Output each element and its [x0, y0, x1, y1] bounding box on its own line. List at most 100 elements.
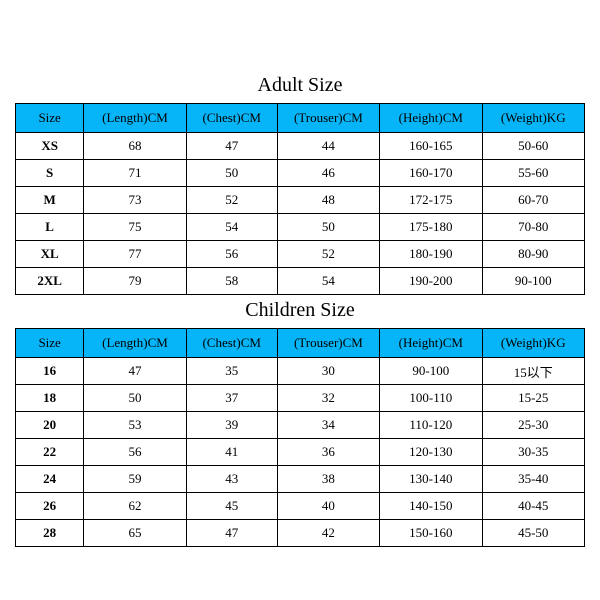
table-cell: 36 [277, 439, 379, 466]
table-cell: 190-200 [380, 268, 482, 295]
table-cell: 32 [277, 385, 379, 412]
table-cell: 50 [84, 385, 186, 412]
table-cell: 48 [277, 187, 379, 214]
col-header-trouser: (Trouser)CM [277, 104, 379, 133]
table-cell: 75 [84, 214, 186, 241]
table-cell: 16 [16, 358, 84, 385]
table-row: 1647353090-10015以下 [16, 358, 585, 385]
table-cell: 22 [16, 439, 84, 466]
table-cell: 34 [277, 412, 379, 439]
table-cell: 180-190 [380, 241, 482, 268]
table-cell: 30 [277, 358, 379, 385]
col-header-weight: (Weight)KG [482, 329, 584, 358]
table-cell: 62 [84, 493, 186, 520]
col-header-size: Size [16, 104, 84, 133]
table-cell: 40-45 [482, 493, 584, 520]
table-header-row: Size (Length)CM (Chest)CM (Trouser)CM (H… [16, 329, 585, 358]
table-cell: 150-160 [380, 520, 482, 547]
col-header-height: (Height)CM [380, 329, 482, 358]
table-cell: 20 [16, 412, 84, 439]
table-cell: 15-25 [482, 385, 584, 412]
table-cell: 40 [277, 493, 379, 520]
table-cell: 100-110 [380, 385, 482, 412]
table-cell: 30-35 [482, 439, 584, 466]
table-row: 20533934110-12025-30 [16, 412, 585, 439]
table-cell: 50-60 [482, 133, 584, 160]
table-cell: S [16, 160, 84, 187]
table-cell: 68 [84, 133, 186, 160]
table-cell: 54 [277, 268, 379, 295]
table-row: 26624540140-15040-45 [16, 493, 585, 520]
table-cell: 15以下 [482, 358, 584, 385]
table-cell: 53 [84, 412, 186, 439]
table-cell: 45 [186, 493, 277, 520]
col-header-chest: (Chest)CM [186, 329, 277, 358]
table-cell: 70-80 [482, 214, 584, 241]
table-cell: 26 [16, 493, 84, 520]
table-cell: 50 [186, 160, 277, 187]
table-cell: 59 [84, 466, 186, 493]
table-cell: XL [16, 241, 84, 268]
table-cell: 41 [186, 439, 277, 466]
col-header-height: (Height)CM [380, 104, 482, 133]
table-cell: 45-50 [482, 520, 584, 547]
table-row: 24594338130-14035-40 [16, 466, 585, 493]
table-cell: 79 [84, 268, 186, 295]
table-cell: 47 [186, 133, 277, 160]
table-row: 18503732100-11015-25 [16, 385, 585, 412]
table-row: XS684744160-16550-60 [16, 133, 585, 160]
table-cell: 52 [186, 187, 277, 214]
table-row: XL775652180-19080-90 [16, 241, 585, 268]
adult-size-title: Adult Size [15, 70, 585, 103]
table-row: 2XL795854190-20090-100 [16, 268, 585, 295]
col-header-size: Size [16, 329, 84, 358]
children-size-tbody: 1647353090-10015以下18503732100-11015-2520… [16, 358, 585, 547]
table-cell: 60-70 [482, 187, 584, 214]
table-cell: 25-30 [482, 412, 584, 439]
table-cell: 35 [186, 358, 277, 385]
table-cell: 73 [84, 187, 186, 214]
table-cell: 28 [16, 520, 84, 547]
table-cell: 140-150 [380, 493, 482, 520]
table-header-row: Size (Length)CM (Chest)CM (Trouser)CM (H… [16, 104, 585, 133]
table-cell: 58 [186, 268, 277, 295]
table-row: L755450175-18070-80 [16, 214, 585, 241]
table-cell: 43 [186, 466, 277, 493]
col-header-length: (Length)CM [84, 329, 186, 358]
col-header-chest: (Chest)CM [186, 104, 277, 133]
adult-size-tbody: XS684744160-16550-60S715046160-17055-60M… [16, 133, 585, 295]
table-cell: 52 [277, 241, 379, 268]
table-row: 28654742150-16045-50 [16, 520, 585, 547]
table-cell: 24 [16, 466, 84, 493]
table-cell: 120-130 [380, 439, 482, 466]
table-row: 22564136120-13030-35 [16, 439, 585, 466]
table-cell: 35-40 [482, 466, 584, 493]
table-cell: 54 [186, 214, 277, 241]
table-cell: 110-120 [380, 412, 482, 439]
table-cell: 130-140 [380, 466, 482, 493]
table-cell: M [16, 187, 84, 214]
col-header-weight: (Weight)KG [482, 104, 584, 133]
table-cell: 56 [186, 241, 277, 268]
table-cell: 90-100 [482, 268, 584, 295]
table-cell: 47 [84, 358, 186, 385]
table-cell: 71 [84, 160, 186, 187]
table-cell: 77 [84, 241, 186, 268]
table-cell: 80-90 [482, 241, 584, 268]
table-cell: 46 [277, 160, 379, 187]
col-header-trouser: (Trouser)CM [277, 329, 379, 358]
table-cell: 38 [277, 466, 379, 493]
table-cell: 47 [186, 520, 277, 547]
table-cell: 90-100 [380, 358, 482, 385]
table-cell: 50 [277, 214, 379, 241]
table-cell: 172-175 [380, 187, 482, 214]
table-cell: 42 [277, 520, 379, 547]
table-cell: 55-60 [482, 160, 584, 187]
table-cell: 39 [186, 412, 277, 439]
table-cell: 160-170 [380, 160, 482, 187]
table-cell: 175-180 [380, 214, 482, 241]
table-row: M735248172-17560-70 [16, 187, 585, 214]
table-cell: 18 [16, 385, 84, 412]
table-cell: 37 [186, 385, 277, 412]
col-header-length: (Length)CM [84, 104, 186, 133]
